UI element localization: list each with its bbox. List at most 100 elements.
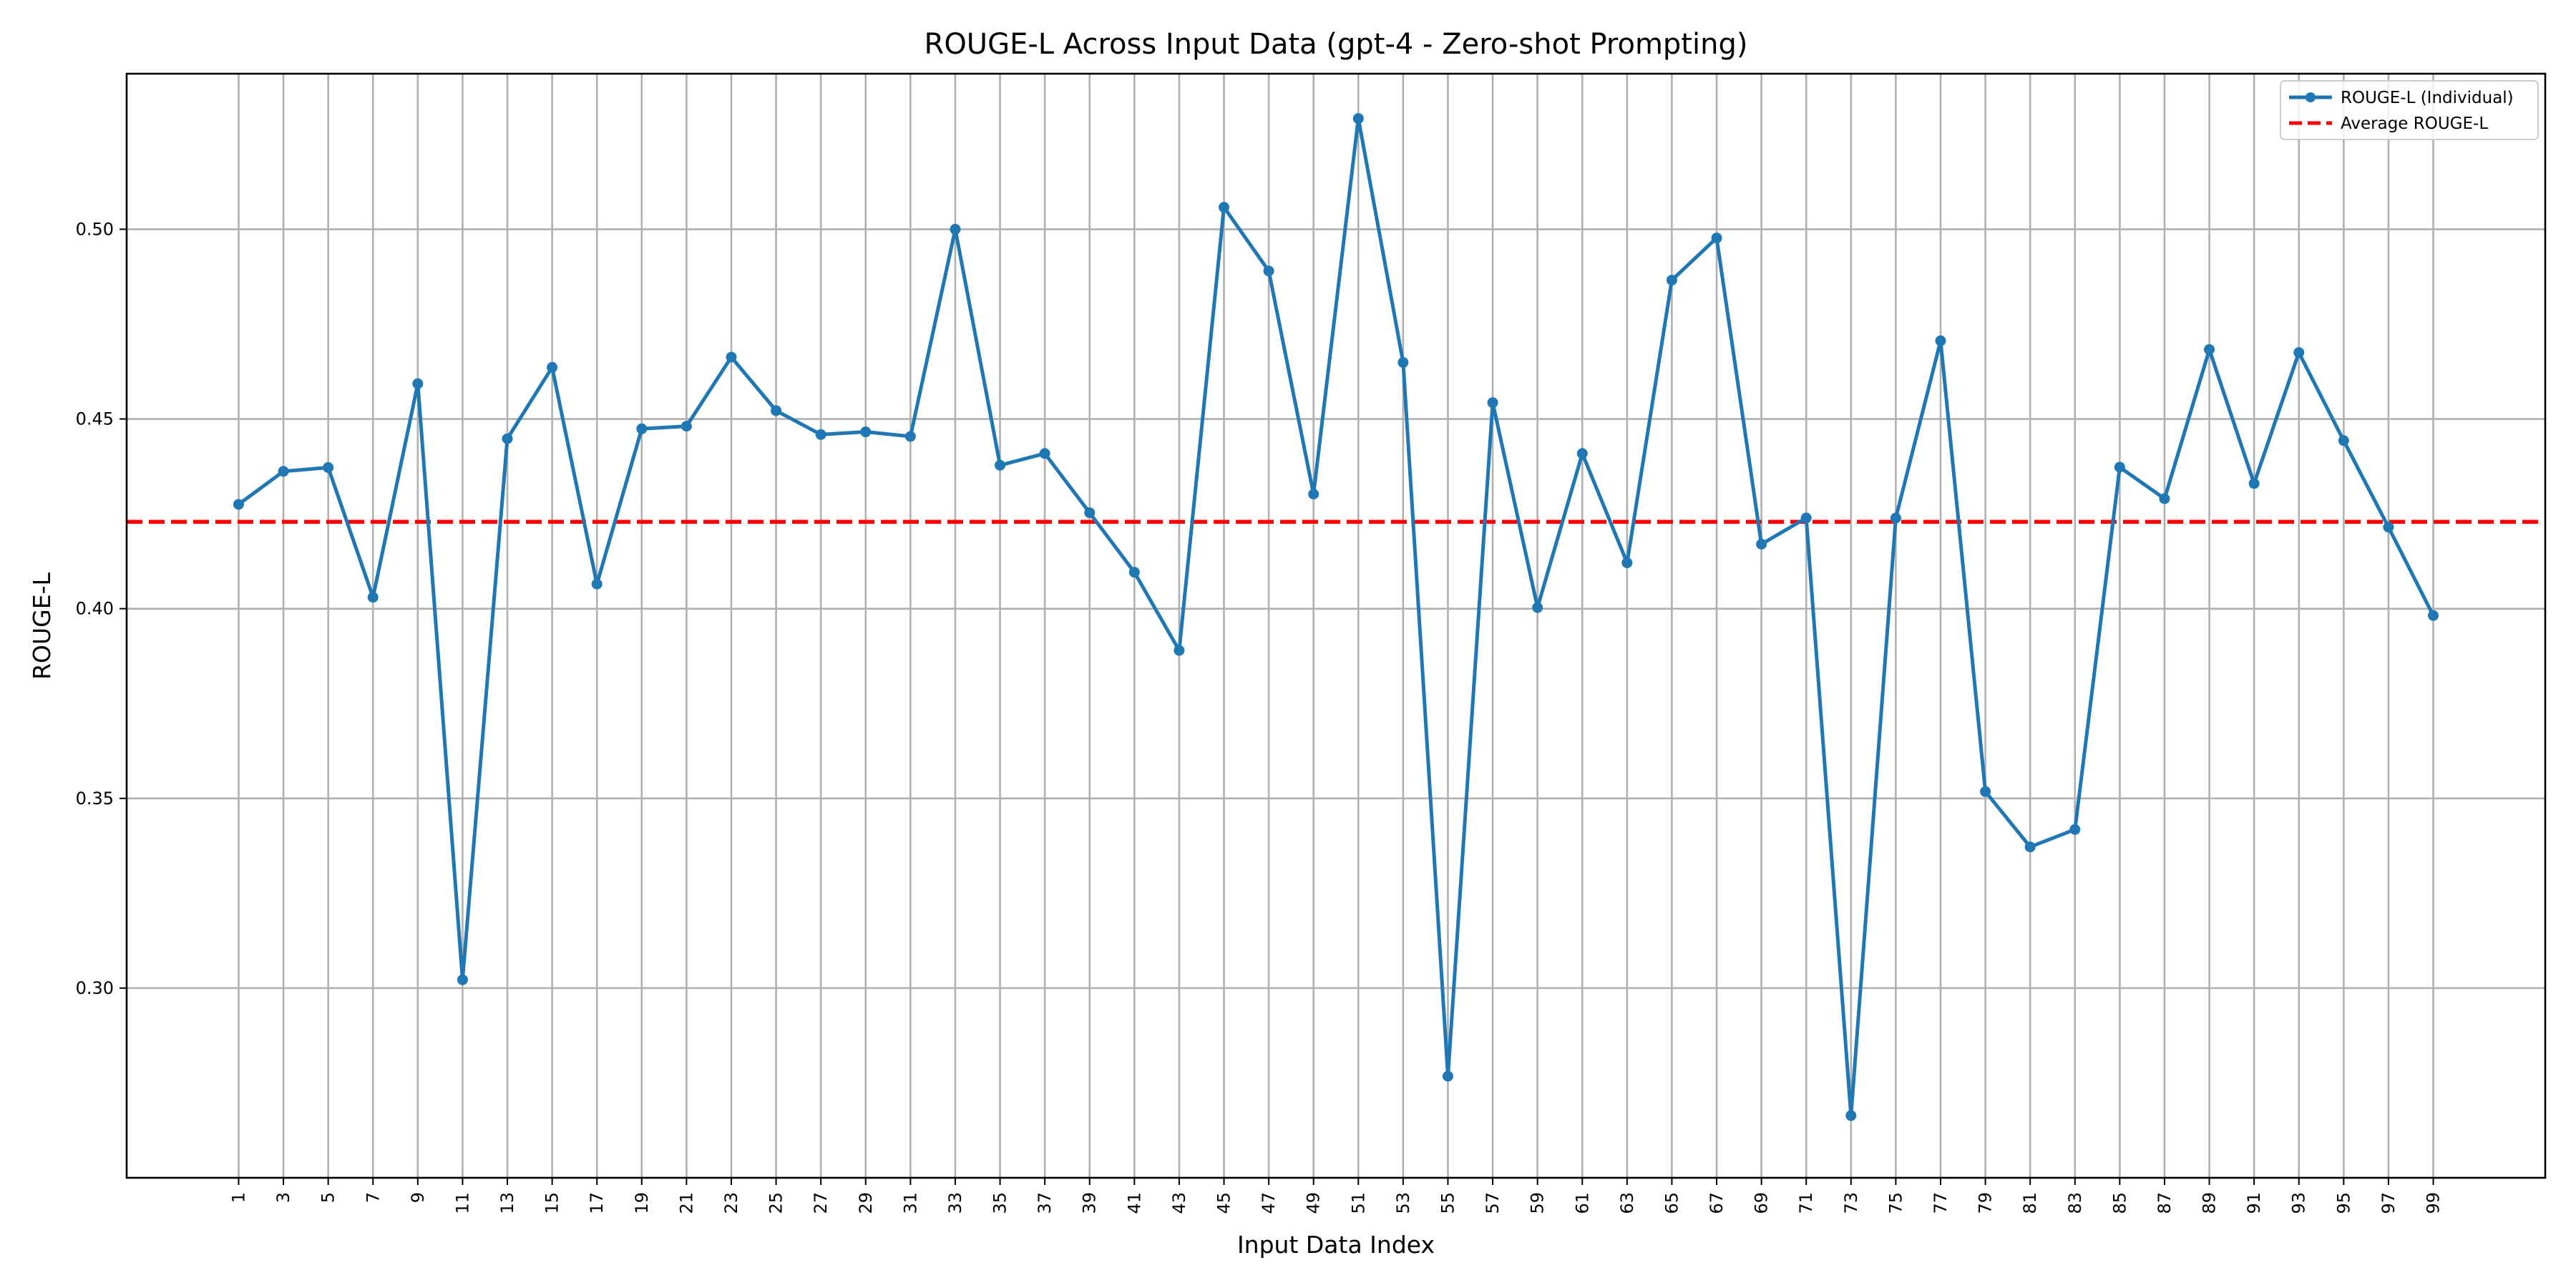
data-point: [680, 421, 692, 432]
y-tick-label: 0.50: [76, 219, 114, 239]
x-tick-label: 61: [1572, 1192, 1592, 1214]
data-point: [2024, 841, 2036, 853]
data-point: [502, 433, 513, 444]
x-tick-label: 91: [2244, 1192, 2264, 1214]
x-tick-label: 29: [856, 1192, 876, 1214]
data-point: [1084, 507, 1096, 518]
y-tick-label: 0.45: [76, 409, 114, 429]
data-point: [2383, 522, 2394, 533]
y-axis-ticks: 0.30 0.35 0.40 0.45 0.50: [76, 219, 127, 998]
x-tick-label: 21: [676, 1192, 696, 1214]
x-tick-label: 85: [2109, 1192, 2129, 1214]
x-tick-label: 39: [1080, 1192, 1100, 1214]
data-point: [1397, 357, 1409, 369]
x-tick-label: 23: [721, 1192, 741, 1214]
data-point: [367, 592, 379, 603]
rouge-l-individual-line: [238, 117, 2435, 1118]
x-tick-label: 33: [945, 1192, 965, 1214]
data-point: [815, 429, 826, 440]
x-tick-label: 25: [766, 1192, 786, 1214]
x-tick-label: 3: [273, 1192, 293, 1203]
data-point: [323, 462, 334, 473]
data-point: [904, 431, 916, 442]
legend-label-average: Average ROUGE-L: [2341, 114, 2488, 133]
x-tick-label: 9: [408, 1192, 428, 1203]
data-point: [2069, 824, 2081, 835]
x-axis-ticks: 1 3 5 7 9 11 13 15 17 19 21 23 25 27 29 31 33 35 37 39 41 43 4…: [228, 1178, 2444, 1214]
x-tick-label: 51: [1348, 1192, 1368, 1214]
data-point: [1487, 397, 1498, 409]
x-tick-label: 95: [2333, 1192, 2353, 1214]
data-point: [950, 223, 961, 235]
data-point: [1980, 786, 1991, 797]
y-grid-lines: [127, 228, 2545, 990]
data-point: [1532, 602, 1543, 613]
y-axis-label: ROUGE-L: [28, 572, 56, 680]
data-point: [1845, 1110, 1857, 1121]
x-grid-lines: [238, 74, 2434, 1178]
data-point: [1621, 557, 1633, 568]
x-tick-label: 69: [1752, 1192, 1772, 1214]
data-point: [771, 405, 782, 416]
data-point: [1935, 335, 1946, 346]
legend-label-individual: ROUGE-L (Individual): [2341, 89, 2514, 107]
data-point: [412, 378, 424, 389]
data-point: [1308, 489, 1319, 500]
x-tick-label: 73: [1841, 1192, 1861, 1214]
x-tick-label: 1: [228, 1192, 248, 1203]
data-point: [1219, 202, 1230, 213]
data-point: [1800, 512, 1812, 524]
x-tick-label: 71: [1796, 1192, 1816, 1214]
data-point: [2338, 435, 2349, 447]
x-tick-label: 11: [452, 1192, 472, 1214]
x-tick-label: 41: [1124, 1192, 1144, 1214]
data-point: [1890, 512, 1901, 524]
x-tick-label: 75: [1885, 1192, 1906, 1214]
data-point: [2248, 478, 2260, 489]
x-tick-label: 15: [542, 1192, 562, 1214]
data-point: [1263, 265, 1274, 277]
data-point: [1442, 1070, 1453, 1082]
legend-marker-individual: [2306, 92, 2316, 102]
x-tick-label: 13: [497, 1192, 517, 1214]
data-point: [1756, 538, 1767, 550]
data-point: [1666, 274, 1677, 286]
data-point: [1352, 113, 1364, 125]
data-point: [860, 426, 872, 438]
data-point: [1576, 448, 1588, 459]
data-point: [2204, 343, 2215, 355]
data-point: [2159, 493, 2170, 504]
legend-box: [2280, 80, 2539, 140]
x-tick-label: 93: [2289, 1192, 2309, 1214]
x-tick-label: 77: [1931, 1192, 1951, 1214]
x-tick-label: 17: [587, 1192, 607, 1214]
data-point: [591, 578, 602, 590]
x-tick-label: 65: [1662, 1192, 1682, 1214]
x-tick-label: 63: [1617, 1192, 1637, 1214]
data-point: [1128, 567, 1140, 578]
x-tick-label: 57: [1483, 1192, 1503, 1214]
x-tick-label: 43: [1169, 1192, 1189, 1214]
x-tick-label: 99: [2424, 1192, 2444, 1214]
data-point: [547, 361, 558, 373]
x-tick-label: 49: [1304, 1192, 1324, 1214]
x-tick-label: 37: [1035, 1192, 1055, 1214]
x-tick-label: 7: [363, 1192, 383, 1203]
x-axis-label: Input Data Index: [1237, 1231, 1435, 1259]
data-point: [2428, 610, 2439, 621]
x-tick-label: 97: [2379, 1192, 2399, 1214]
data-point: [278, 466, 289, 477]
chart-title: ROUGE-L Across Input Data (gpt-4 - Zero-…: [924, 28, 1748, 61]
x-tick-label: 59: [1528, 1192, 1548, 1214]
x-tick-label: 79: [1976, 1192, 1996, 1214]
data-point: [2293, 347, 2305, 358]
x-tick-label: 53: [1393, 1192, 1413, 1214]
x-tick-label: 67: [1707, 1192, 1727, 1214]
x-tick-label: 83: [2065, 1192, 2085, 1214]
data-point: [233, 499, 244, 510]
x-tick-label: 87: [2155, 1192, 2175, 1214]
x-tick-label: 81: [2020, 1192, 2040, 1214]
x-tick-label: 45: [1214, 1192, 1234, 1214]
